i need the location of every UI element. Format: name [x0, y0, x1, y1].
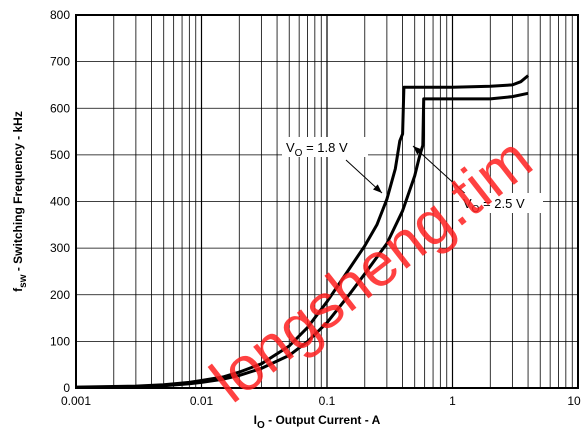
- y-tick-label: 100: [50, 334, 70, 348]
- y-tick-label: 800: [50, 8, 70, 22]
- x-axis-label: IO - Output Current - A: [254, 413, 381, 431]
- annotation-vo-1-8v: VO = 1.8 V: [282, 137, 368, 159]
- series-line-1: [75, 91, 529, 389]
- annotation-vo-2-5v: VO = 2.5 V: [459, 193, 543, 215]
- y-tick-label: 600: [50, 101, 70, 115]
- watermark-text: longsheng.tim: [198, 124, 545, 416]
- x-tick-label: 0.1: [319, 394, 336, 408]
- x-tick-label: 1: [449, 394, 456, 408]
- annotation-arrow-2-5v-head: [413, 146, 423, 155]
- y-tick-label: 700: [50, 55, 70, 69]
- x-tick-label: 0.001: [61, 394, 91, 408]
- y-tick-label: 500: [50, 148, 70, 162]
- y-tick-label: 200: [50, 288, 70, 302]
- x-tick-label: 10: [567, 394, 581, 408]
- y-tick-label: 300: [50, 241, 70, 255]
- annotation-arrow-1-8v-head: [373, 184, 382, 193]
- x-tick-label: 0.01: [190, 394, 214, 408]
- series-layer: [75, 74, 530, 389]
- y-tick-label: 400: [50, 195, 70, 209]
- annotations: [345, 145, 471, 199]
- annotation-arrow-2-5v: [412, 145, 471, 199]
- y-tick-label: 0: [63, 381, 70, 395]
- y-axis-label: fsw - Switching Frequency - kHz: [11, 111, 29, 292]
- svg-text:VO = 2.5 V: VO = 2.5 V: [463, 196, 525, 215]
- svg-text:VO = 1.8 V: VO = 1.8 V: [286, 140, 348, 159]
- series-line-0: [75, 74, 530, 389]
- plot-frame: [75, 14, 579, 389]
